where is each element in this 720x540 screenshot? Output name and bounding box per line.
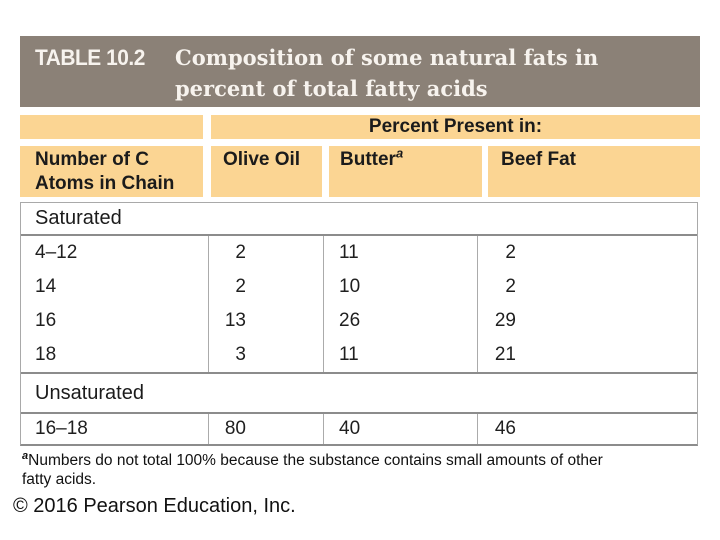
cell-beef-fat: 2: [505, 242, 516, 263]
butter-footnote-marker: a: [395, 145, 404, 161]
column-header-olive-oil: Olive Oil: [211, 146, 322, 197]
cell-beef-fat: 29: [494, 310, 516, 331]
cell-chain: 4–12: [21, 236, 209, 270]
cell-chain: 18: [21, 338, 209, 372]
section-row-unsaturated: Unsaturated: [21, 372, 697, 414]
cell-butter: 11: [324, 236, 478, 270]
section-row-saturated: Saturated: [21, 203, 697, 236]
column-header-beef-fat: Beef Fat: [488, 146, 700, 197]
cell-olive-oil: 13: [209, 304, 324, 338]
footnote-line1: aNumbers do not total 100% because the s…: [22, 449, 702, 470]
header-group-label: Percent Present in:: [211, 115, 700, 139]
cell-olive-oil: 3: [209, 338, 324, 372]
cell-butter: 40: [324, 414, 478, 444]
cell-butter: 11: [324, 338, 478, 372]
cell-chain: 16–18: [21, 414, 209, 444]
table-footnote: aNumbers do not total 100% because the s…: [22, 449, 702, 489]
column-header-chain-line2: Atoms in Chain: [35, 173, 175, 194]
column-header-chain: Number of C Atoms in Chain: [20, 146, 203, 197]
cell-chain: 14: [21, 270, 209, 304]
column-header-butter: Buttera: [329, 146, 482, 197]
cell-olive-oil: 80: [209, 414, 324, 444]
cell-beef-fat: 46: [494, 418, 516, 439]
column-header-chain-line1: Number of C: [35, 149, 149, 170]
copyright-notice: © 2016 Pearson Education, Inc.: [13, 495, 296, 517]
cell-butter: 26: [324, 304, 478, 338]
header-spacer-cell: [20, 115, 203, 139]
cell-olive-oil: 2: [209, 270, 324, 304]
column-header-butter-label: Butter: [340, 149, 396, 170]
cell-beef-fat: 2: [505, 276, 516, 297]
table-row: 4–12 2 11 2: [21, 236, 697, 270]
cell-olive-oil: 2: [209, 236, 324, 270]
cell-beef-fat: 21: [494, 344, 516, 365]
table-row: 18 3 11 21: [21, 338, 697, 372]
cell-chain: 16: [21, 304, 209, 338]
data-table: Saturated 4–12 2 11 2 14 2 10 2 16 13 26…: [20, 202, 698, 446]
cell-butter: 10: [324, 270, 478, 304]
footnote-text: Numbers do not total 100% because the su…: [28, 452, 603, 469]
table-title: Composition of some natural fats in perc…: [175, 42, 598, 104]
footnote-line2: fatty acids.: [22, 471, 97, 488]
table-row: 16 13 26 29: [21, 304, 697, 338]
table-row: 14 2 10 2: [21, 270, 697, 304]
table-title-bar: TABLE 10.2 Composition of some natural f…: [20, 36, 700, 107]
table-number-label: TABLE 10.2: [35, 45, 145, 70]
table-title-line1: Composition of some natural fats in: [175, 45, 599, 70]
table-row: 16–18 80 40 46: [21, 414, 697, 444]
footnote-marker: a: [22, 449, 29, 462]
table-title-line2: percent of total fatty acids: [175, 76, 488, 101]
